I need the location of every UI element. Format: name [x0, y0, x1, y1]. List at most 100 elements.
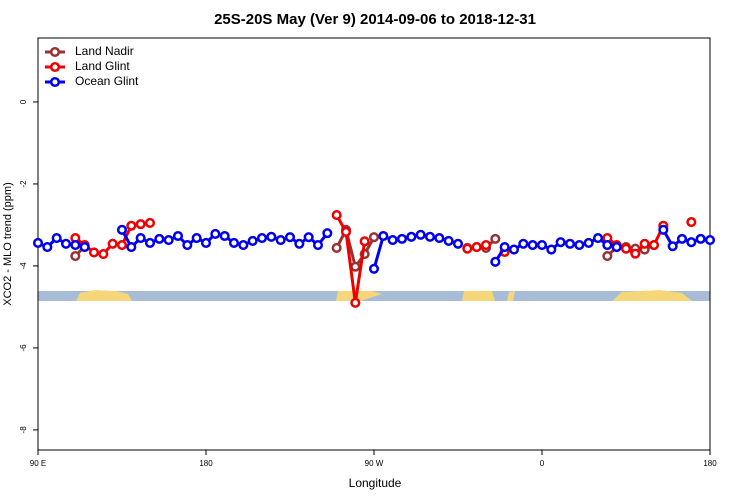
- y-tick-label: -4: [19, 262, 28, 270]
- land: [507, 291, 515, 301]
- point: [508, 244, 520, 255]
- chart-title: 25S-20S May (Ver 9) 2014-09-06 to 2018-1…: [214, 11, 536, 28]
- point: [359, 236, 370, 247]
- point: [350, 261, 361, 272]
- point: [546, 244, 557, 255]
- point: [70, 239, 81, 251]
- point: [387, 235, 398, 246]
- point: [648, 239, 660, 251]
- legend-label: Land Nadir: [75, 44, 134, 58]
- point: [564, 238, 576, 249]
- point: [70, 251, 81, 262]
- point: [602, 251, 613, 262]
- point: [658, 224, 669, 235]
- point: [275, 235, 286, 246]
- point: [686, 237, 697, 248]
- point: [331, 210, 342, 221]
- point: [443, 235, 454, 246]
- point: [116, 224, 128, 235]
- point: [51, 233, 62, 244]
- point: [284, 232, 296, 243]
- point: [116, 239, 128, 251]
- point: [154, 233, 165, 244]
- point: [219, 230, 230, 242]
- x-tick-label: 180: [703, 459, 717, 468]
- point: [555, 237, 566, 248]
- point: [98, 248, 109, 260]
- point: [424, 231, 436, 242]
- point: [378, 230, 389, 242]
- point: [518, 238, 529, 249]
- point: [396, 233, 408, 244]
- land: [336, 291, 382, 301]
- point: [611, 242, 622, 253]
- point: [340, 226, 352, 237]
- point: [536, 239, 548, 251]
- map-strip: [38, 290, 710, 301]
- point: [294, 238, 305, 249]
- point: [350, 297, 361, 308]
- point: [32, 237, 44, 249]
- point: [368, 232, 380, 243]
- legend-label: Ocean Glint: [75, 74, 139, 88]
- point: [107, 238, 118, 249]
- y-tick-label: 0: [19, 99, 28, 104]
- point: [210, 228, 221, 240]
- legend-marker: [49, 46, 61, 58]
- point: [434, 233, 445, 244]
- x-tick-label: 90 E: [30, 459, 46, 468]
- point: [592, 233, 604, 244]
- point: [200, 237, 212, 249]
- point: [172, 230, 184, 242]
- point: [686, 217, 697, 228]
- point: [480, 239, 492, 251]
- point: [452, 238, 464, 249]
- point: [574, 239, 585, 251]
- land: [76, 290, 132, 301]
- y-axis-label: XCO2 - MLO trend (ppm): [2, 182, 14, 305]
- legend-marker: [49, 61, 61, 73]
- point: [303, 232, 314, 243]
- point: [490, 256, 501, 267]
- y-tick-label: -8: [19, 426, 28, 434]
- point: [406, 231, 417, 242]
- land: [612, 290, 692, 301]
- series: [32, 224, 716, 274]
- legend-marker: [49, 76, 61, 88]
- x-axis-label: Longitude: [349, 476, 402, 490]
- point: [583, 237, 594, 249]
- point: [228, 237, 240, 249]
- point: [191, 233, 202, 244]
- y-tick-label: -6: [19, 344, 28, 352]
- point: [620, 243, 632, 254]
- land: [462, 291, 495, 301]
- point: [238, 239, 249, 251]
- point: [79, 242, 90, 253]
- x-tick-label: 0: [540, 459, 545, 468]
- point: [462, 243, 473, 254]
- point: [322, 228, 333, 239]
- point: [368, 263, 380, 274]
- point: [490, 233, 501, 244]
- point: [163, 235, 174, 246]
- point: [42, 242, 53, 253]
- point: [704, 235, 716, 246]
- x-tick-label: 180: [199, 459, 213, 468]
- point: [60, 238, 72, 249]
- point: [266, 231, 277, 242]
- point: [247, 235, 258, 246]
- point: [415, 229, 426, 240]
- y-tick-label: -2: [19, 180, 28, 188]
- point: [144, 217, 156, 228]
- point: [471, 242, 482, 253]
- point: [126, 242, 137, 253]
- point: [630, 248, 641, 259]
- point: [676, 233, 688, 244]
- point: [135, 233, 146, 244]
- point: [527, 239, 538, 251]
- point: [256, 233, 268, 244]
- x-tick-label: 90 W: [365, 459, 384, 468]
- point: [312, 239, 324, 251]
- point: [144, 237, 156, 249]
